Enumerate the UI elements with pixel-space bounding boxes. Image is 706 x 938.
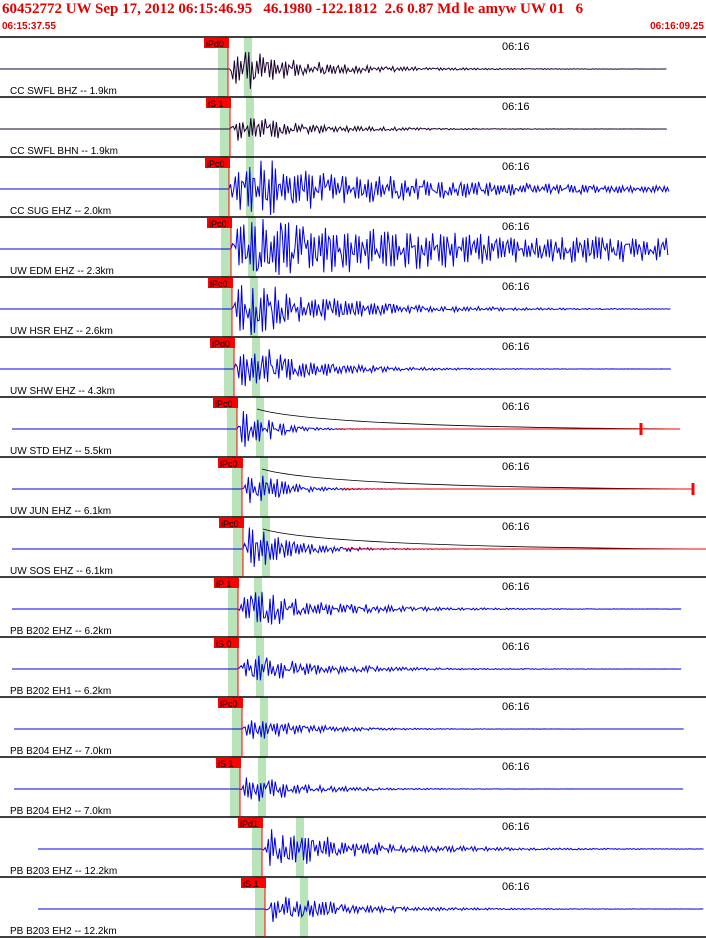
- pick-label: iPc0: [207, 159, 225, 169]
- minute-marker: 06:16: [502, 581, 530, 593]
- pick-label: iPc0: [209, 219, 227, 229]
- pick-label: iPd0: [206, 39, 224, 49]
- pick-label: iPc0: [215, 399, 233, 409]
- waveform-trace: [0, 349, 671, 386]
- waveform-trace: [0, 52, 666, 89]
- pick-label: iS 1: [243, 879, 259, 889]
- pick-label: iPc0: [220, 459, 238, 469]
- station-label: PB B203 EHZ -- 12.2km: [10, 866, 117, 877]
- waveform-trace: [0, 118, 667, 141]
- minute-marker: 06:16: [502, 161, 530, 173]
- pick-label: iP 1: [216, 579, 231, 589]
- station-label: PB B202 EH1 -- 6.2km: [10, 686, 111, 697]
- minute-marker: 06:16: [502, 221, 530, 233]
- station-label: PB B204 EH2 -- 7.0km: [10, 806, 111, 817]
- station-label: CC SUG EHZ -- 2.0km: [10, 206, 111, 217]
- station-label: PB B202 EHZ -- 6.2km: [10, 626, 112, 637]
- station-label: PB B203 EH2 -- 12.2km: [10, 926, 117, 937]
- station-label: PB B204 EHZ -- 7.0km: [10, 746, 112, 757]
- pick-label: iPd0: [212, 339, 230, 349]
- station-label: UW SHW EHZ -- 4.3km: [10, 386, 115, 397]
- coda-curve: [262, 469, 694, 489]
- pick-label: iPd1: [240, 819, 258, 829]
- minute-marker: 06:16: [502, 641, 530, 653]
- station-label: UW HSR EHZ -- 2.6km: [10, 326, 113, 337]
- minute-marker: 06:16: [502, 461, 530, 473]
- station-label: UW JUN EHZ -- 6.1km: [10, 506, 111, 517]
- waveform-trace: [12, 656, 681, 681]
- waveform-trace: [14, 720, 684, 738]
- waveform-trace: [38, 829, 704, 866]
- waveform-trace: [38, 897, 703, 922]
- waveform-trace: [12, 528, 705, 567]
- pick-label: iPc0: [210, 279, 228, 289]
- minute-marker: 06:16: [502, 41, 530, 53]
- coda-curve: [263, 529, 706, 549]
- pick-label: iS 1: [218, 759, 234, 769]
- minute-marker: 06:16: [502, 101, 530, 113]
- station-label: UW EDM EHZ -- 2.3km: [10, 266, 114, 277]
- station-label: CC SWFL BHZ -- 1.9km: [10, 86, 117, 97]
- pick-label: iPc0: [221, 519, 239, 529]
- station-label: UW SOS EHZ -- 6.1km: [10, 566, 113, 577]
- minute-marker: 06:16: [502, 881, 530, 893]
- station-label: CC SWFL BHN -- 1.9km: [10, 146, 118, 157]
- pick-label: iS 0: [216, 639, 232, 649]
- minute-marker: 06:16: [502, 521, 530, 533]
- waveform-trace: [14, 777, 683, 801]
- waveform-trace: [12, 592, 681, 625]
- minute-marker: 06:16: [502, 341, 530, 353]
- minute-marker: 06:16: [502, 281, 530, 293]
- station-label: UW STD EHZ -- 5.5km: [10, 446, 112, 457]
- minute-marker: 06:16: [502, 701, 530, 713]
- coda-curve: [257, 409, 680, 429]
- pick-label: iS 1: [208, 99, 224, 109]
- minute-marker: 06:16: [502, 821, 530, 833]
- minute-marker: 06:16: [502, 761, 530, 773]
- minute-marker: 06:16: [502, 401, 530, 413]
- pick-label: iPc0: [220, 699, 238, 709]
